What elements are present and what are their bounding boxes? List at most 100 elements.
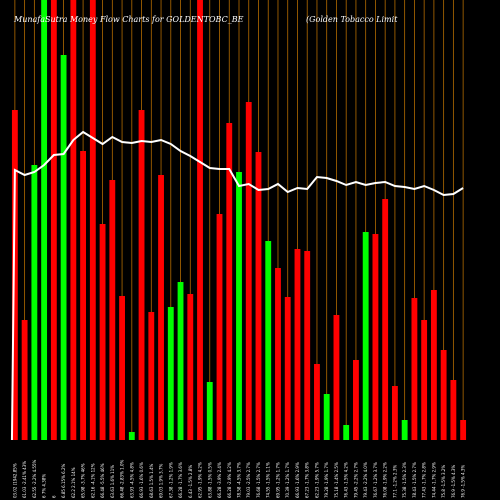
money-flow-bar	[236, 172, 242, 440]
money-flow-bar	[50, 0, 57, 440]
x-tick-label: 66.93 -1.6% 0.6%	[139, 462, 144, 498]
x-tick-label: 63.93 -4.5% 4.8%	[129, 462, 134, 498]
money-flow-bar	[391, 386, 398, 440]
money-flow-bar	[430, 290, 437, 440]
x-tick-label: 77.1 -1.2% 2.3%	[392, 465, 397, 498]
money-flow-bar	[31, 165, 38, 440]
x-tick-label: 69.03 1.9% 3.7%	[159, 463, 164, 498]
money-flow-bar	[362, 232, 369, 440]
money-flow-bar	[323, 394, 330, 440]
x-tick-label: 66.93 -1.6% 2.9%	[295, 462, 300, 498]
x-tick-label: 61.03 -2.41% 43%	[22, 461, 27, 498]
x-tick-label: 75.8 -1.5% 3.2%	[441, 465, 446, 498]
price-line	[10, 130, 464, 441]
money-flow-bar	[314, 364, 320, 440]
x-tick-label: 69.95 -1.2% 1.7%	[275, 462, 280, 498]
money-flow-bar	[80, 151, 87, 440]
x-tick-label: 74.55 -1.5% 1.1%	[266, 462, 271, 498]
money-flow-bar	[460, 420, 467, 440]
x-tick-label: 77.43 -1.7% 2.8%	[422, 462, 427, 498]
money-flow-bar	[99, 224, 106, 440]
x-tick-label: 65.98 -3.7% 46%	[81, 463, 86, 498]
x-tick-label: 63.88 -1.5% 0.5%	[207, 462, 212, 498]
money-flow-bar	[333, 315, 340, 440]
money-flow-bar	[226, 123, 233, 440]
x-tick-label: 62.16 -4.1% 12%	[90, 463, 95, 498]
money-flow-bar	[11, 110, 18, 440]
money-flow-bar	[401, 420, 408, 440]
x-tick-label: 76.43 -1.5% 4.2%	[344, 462, 349, 498]
chart-title: MunafaSutra Money Flow Charts for GOLDEN…	[13, 15, 244, 24]
money-flow-bar	[187, 294, 194, 440]
money-flow-bar	[138, 110, 145, 440]
x-tick-label: 66.28 -3.9% 2.4%	[217, 462, 222, 498]
x-tick-label: 67.38 -1.2% 1.9%	[168, 462, 173, 498]
x-tick-label: 03.02 (1942.85%	[12, 463, 17, 498]
money-flow-bar	[284, 297, 291, 440]
x-tick-label: 76.9 -1.5% 4.3%	[451, 465, 456, 498]
money-flow-bar	[450, 380, 457, 440]
money-flow-bar	[372, 234, 379, 440]
money-flow-bar	[275, 268, 281, 440]
x-tick-label: 76.9 -1.5% 4.3%	[461, 465, 466, 498]
x-tick-label: 6.43 -1.5% 2.8%	[188, 465, 193, 498]
money-flow-bar	[109, 180, 116, 440]
x-tick-label: 78.43 -1.5% 2.7%	[412, 462, 417, 498]
x-tick-label: 62.23 -1.9% 5.7%	[314, 462, 319, 498]
money-flow-bar	[89, 0, 96, 440]
x-tick-label: 67.23 -1.7% 3.8%	[305, 462, 310, 498]
money-flow-bar	[265, 241, 272, 440]
x-tick-label: 76.68 -1.5% 2.7%	[256, 462, 261, 498]
money-flow-bar	[21, 320, 28, 440]
x-tick-label: 62.55 -2.2% 4.55%	[32, 459, 37, 498]
x-tick-label: 76.67 -1.2% 3.7%	[373, 462, 378, 498]
money-flow-bar	[148, 312, 155, 440]
x-tick-label: 79.45 -2.2% 2.7%	[353, 462, 358, 498]
x-tick-label: 62.2 2.1% 14%	[71, 467, 76, 498]
money-flow-bar	[294, 249, 301, 440]
money-flow-bar	[421, 320, 428, 440]
money-flow-bar	[128, 432, 135, 440]
x-tick-label: 66.28 -2.9% 4.2%	[227, 462, 232, 498]
money-flow-bar	[216, 214, 223, 440]
x-tick-label: 62.95 -1.9% 4.2%	[198, 462, 203, 498]
money-flow-bar	[382, 199, 389, 440]
money-flow-bar	[353, 360, 359, 440]
money-flow-bar	[206, 382, 213, 440]
x-tick-label: 66.48 -2.83% 1.0%	[120, 459, 125, 498]
x-tick-label: 6	[51, 495, 56, 498]
money-flow-bar	[255, 152, 262, 440]
x-tick-label: 6.85 6.15% 6.2%	[61, 463, 66, 498]
x-tick-label: 68.63 1.5% 1.4%	[149, 463, 154, 498]
money-flow-bar	[304, 251, 311, 440]
money-flow-bar	[167, 307, 174, 440]
money-flow-bar	[70, 0, 77, 440]
money-flow-bar	[197, 0, 203, 440]
x-tick-label: 66.28 -1.7% 3.6%	[178, 462, 183, 498]
money-flow-bar	[119, 296, 125, 440]
x-tick-label: 70.39 -1.2% 1.7%	[285, 462, 290, 498]
money-flow-bar	[440, 350, 447, 440]
x-tick-label: 79.43 -2.2% 4.0%	[363, 462, 368, 498]
money-flow-bar	[245, 102, 252, 440]
money-flow-bar	[343, 425, 350, 440]
x-tick-label: 75.38 -1.5% 2.3%	[402, 462, 407, 498]
chart-subtitle: (Golden Tobacco Limit	[306, 15, 398, 24]
x-tick-label: 79.28 -1.9% 1.7%	[324, 462, 329, 498]
money-flow-bars	[11, 0, 467, 440]
money-flow-bar	[60, 55, 67, 440]
money-flow-bar	[41, 0, 48, 440]
x-tick-label: 79.03 -2.5% 2.7%	[246, 462, 251, 498]
x-tick-label: 76.08 -1.9% 2.2%	[383, 462, 388, 498]
x-tick-label: 78.58 -4.5% 3.7%	[237, 462, 242, 498]
x-tick-label: 6 7% 4.38%	[42, 474, 47, 498]
x-tick-labels: 03.02 (1942.85% 61.03 -2.41% 43% 62.55 -2.…	[12, 459, 465, 498]
x-tick-label: 63.63 1.6% 11%	[110, 465, 115, 498]
money-flow-bar	[158, 175, 164, 440]
x-tick-label: 74.44 -1.7% 2.9%	[431, 462, 436, 498]
money-flow-bar	[411, 298, 418, 440]
money-flow-bar	[177, 282, 184, 440]
x-tick-label: 66.48 -5.5% 46%	[100, 463, 105, 498]
x-tick-label: 75.18 -1.4% 2.5%	[334, 462, 339, 498]
